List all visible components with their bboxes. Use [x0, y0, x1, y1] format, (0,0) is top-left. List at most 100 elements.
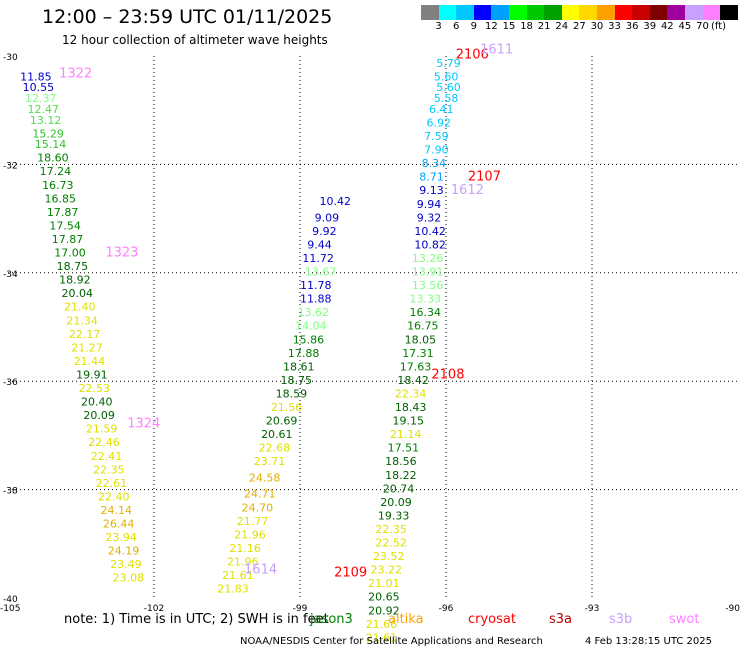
wave-height-value: 21.77 [237, 515, 269, 528]
wave-height-value: 23.71 [254, 455, 286, 468]
wave-height-value: 13.33 [410, 293, 442, 306]
credit-text: NOAA/NESDIS Center for Satellite Applica… [240, 636, 543, 647]
latitude-label: -38 [3, 487, 18, 497]
legend-swatch [456, 5, 474, 20]
legend-swatch [508, 5, 527, 20]
legend-swatch [614, 5, 633, 20]
units-note: note: 1) Time is in UTC; 2) SWH is in fe… [64, 612, 329, 627]
observation-labels: 11.8510.5512.3712.4713.1215.2915.1418.60… [20, 57, 461, 645]
legend-swatch [438, 5, 457, 20]
longitude-label: -90 [725, 604, 740, 614]
wave-height-value: 15.14 [35, 138, 66, 151]
wave-height-value: 21.61 [366, 631, 398, 644]
wave-height-value: 23.49 [110, 558, 142, 571]
wave-height-value: 21.96 [234, 528, 265, 541]
wave-height-value: 9.09 [315, 211, 340, 224]
legend-swatch [684, 5, 703, 20]
satellite-legend-item: altika [388, 612, 424, 627]
wave-height-value: 6.92 [427, 116, 452, 129]
wave-height-value: 18.05 [405, 333, 437, 346]
wave-height-value: 20.92 [368, 604, 400, 617]
wave-height-value: 16.85 [45, 192, 77, 205]
wave-height-value: 18.22 [385, 469, 417, 482]
wave-height-value: 22.52 [375, 537, 407, 550]
wave-height-value: 20.65 [368, 591, 400, 604]
wave-height-value: 21.96 [227, 555, 259, 568]
wave-height-value: 18.75 [281, 374, 313, 387]
wave-height-value: 19.33 [378, 509, 410, 522]
wave-height-value: 22.68 [259, 442, 291, 455]
legend-label: 70 [696, 21, 709, 32]
wave-height-value: 16.73 [42, 179, 74, 192]
wave-height-value: 18.43 [395, 401, 427, 414]
wave-height-value: 5.60 [436, 81, 461, 94]
wave-height-value: 9.32 [417, 211, 442, 224]
map-grid [8, 56, 738, 598]
wave-height-value: 18.42 [397, 374, 429, 387]
wave-height-value: 13.91 [412, 266, 444, 279]
wave-height-value: 21.16 [229, 542, 261, 555]
pass-time-label: 1322 [59, 67, 92, 82]
wave-height-value: 23.22 [371, 564, 403, 577]
wave-height-value: 18.59 [276, 387, 308, 400]
wave-height-value: 7.59 [424, 130, 449, 143]
wave-height-value: 18.61 [283, 360, 315, 373]
wave-height-value: 22.34 [395, 387, 427, 400]
wave-height-value: 10.42 [319, 195, 351, 208]
wave-height-value: 17.51 [388, 442, 420, 455]
wave-height-value: 24.14 [100, 504, 132, 517]
wave-height-value: 21.01 [368, 577, 400, 590]
wave-height-value: 20.74 [383, 482, 415, 495]
wave-height-value: 15.29 [32, 127, 64, 140]
longitude-label: -102 [144, 604, 164, 614]
wave-height-value: 17.31 [402, 347, 434, 360]
wave-height-value: 14.04 [295, 320, 327, 333]
latitude-label: -40 [3, 595, 18, 605]
legend-swatch [596, 5, 615, 20]
legend-label: 21 [537, 21, 551, 32]
wave-height-value: 19.15 [392, 415, 424, 428]
satellite-legend-item: s3b [609, 612, 633, 627]
wave-height-value: 17.88 [288, 347, 320, 360]
wave-height-value: 19.91 [76, 368, 108, 381]
pass-time-label: 2108 [431, 367, 464, 382]
wave-height-value: 24.70 [242, 501, 274, 514]
wave-height-value: 21.14 [390, 428, 422, 441]
generation-timestamp: 4 Feb 13:28:15 UTC 2025 [585, 636, 712, 647]
wave-height-value: 21.34 [66, 314, 98, 327]
wave-height-value: 8.71 [419, 171, 444, 184]
latitude-label: -32 [3, 161, 18, 171]
pass-time-label: 1324 [127, 416, 160, 431]
wave-height-value: 17.63 [400, 360, 432, 373]
wave-height-value: 9.13 [419, 184, 444, 197]
longitude-label: -93 [585, 604, 600, 614]
legend-label: 36 [625, 21, 639, 32]
wave-height-value: 17.87 [47, 206, 79, 219]
legend-swatch [702, 5, 721, 20]
legend-swatch [526, 5, 545, 20]
page-subtitle: 12 hour collection of altimeter wave hei… [62, 33, 328, 47]
wave-height-value: 13.26 [412, 252, 444, 265]
map-axis-labels: -30 -32 -34 -36 -38 -40-105 -102 -99 -96 -93 -90 [0, 53, 740, 614]
legend-label: 9 [470, 21, 477, 32]
legend-swatch [579, 5, 597, 20]
legend-label: 3 [435, 21, 442, 32]
wave-height-value: 22.35 [375, 523, 407, 536]
wave-height-value: 7.90 [424, 144, 449, 157]
legend-label: 18 [520, 21, 533, 32]
pass-time-label: 1323 [105, 246, 138, 261]
wave-height-value: 20.69 [266, 415, 298, 428]
legend-swatch [491, 5, 509, 20]
wave-height-value: 15.86 [293, 333, 325, 346]
wave-height-value: 9.44 [307, 238, 332, 251]
legend-label: 39 [643, 21, 657, 32]
wave-height-value: 17.00 [54, 247, 86, 260]
satellite-legend-item: jason3 [310, 612, 353, 627]
wave-height-value: 21.44 [74, 355, 106, 368]
longitude-label: -105 [0, 604, 20, 614]
legend-label: 12 [485, 21, 498, 32]
wave-height-value: 18.75 [57, 260, 89, 273]
